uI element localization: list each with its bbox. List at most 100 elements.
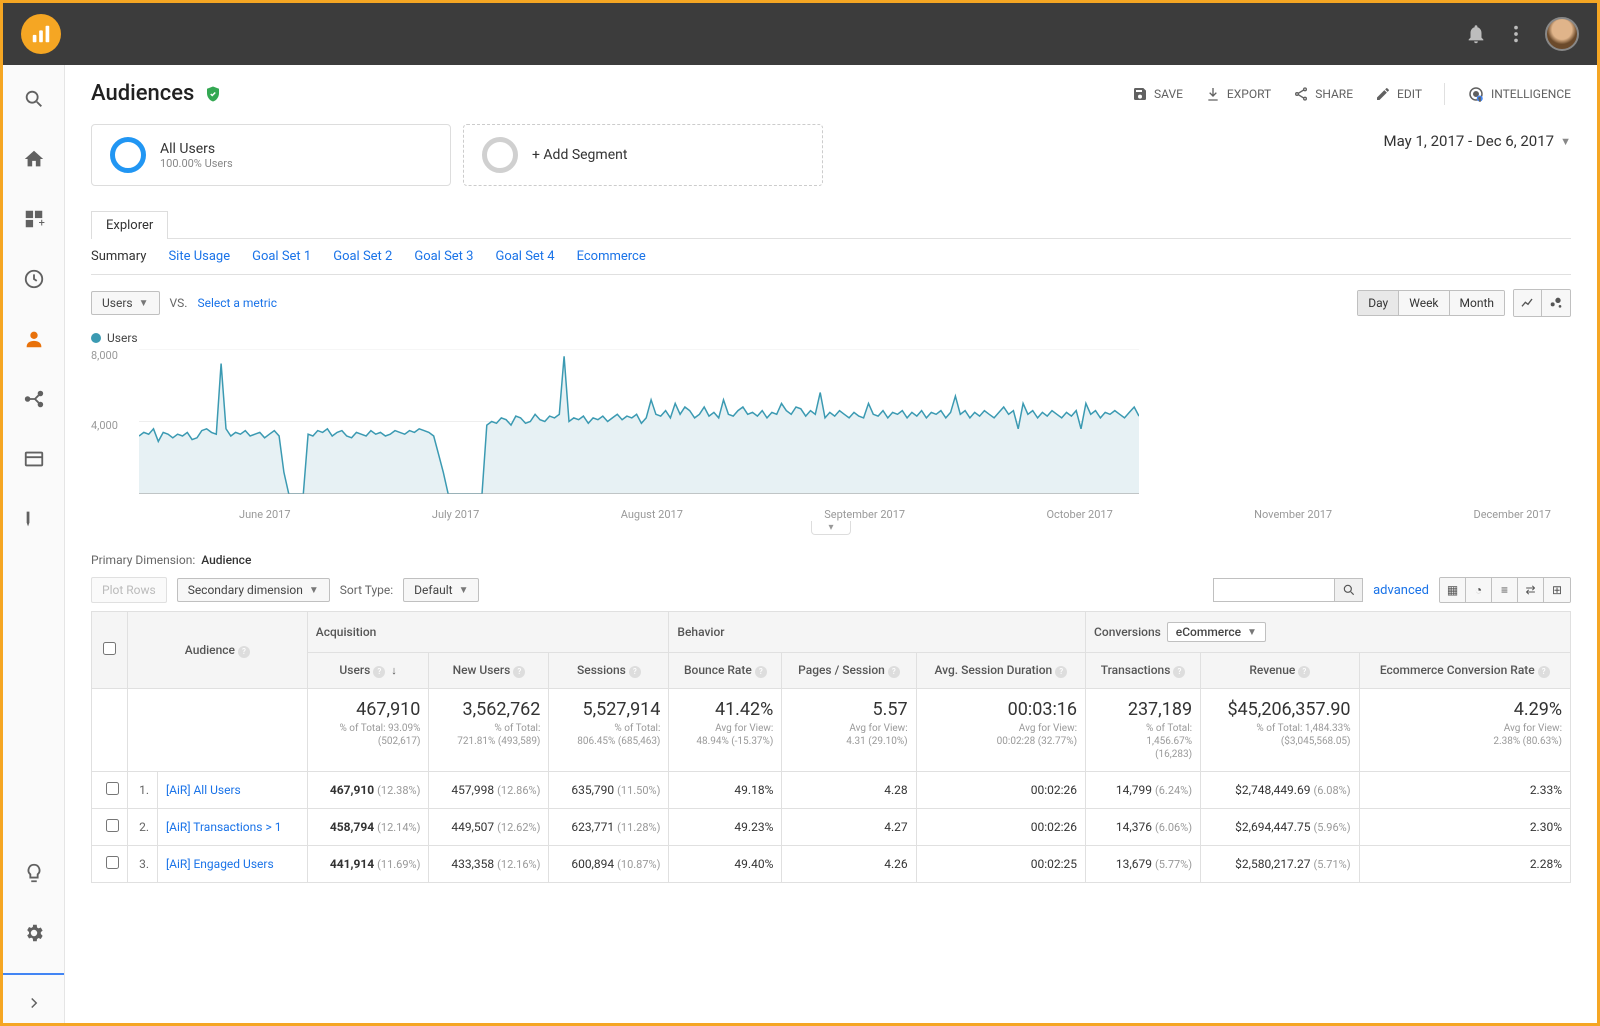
export-action[interactable]: EXPORT [1205, 86, 1271, 102]
chart-expand-handle[interactable]: ▾ [811, 521, 851, 535]
customization-icon[interactable]: + [14, 199, 54, 239]
bell-icon[interactable] [1465, 23, 1487, 45]
col-new-users[interactable]: New Users? [429, 653, 549, 689]
advanced-link[interactable]: advanced [1373, 583, 1429, 598]
segment-title: All Users [160, 141, 233, 157]
tab-explorer[interactable]: Explorer [91, 211, 168, 239]
view-pivot-icon[interactable]: ⊞ [1544, 578, 1570, 602]
row-index: 2. [128, 809, 158, 846]
motion-chart-icon[interactable] [1542, 290, 1570, 316]
chevron-down-icon: ▼ [1560, 135, 1571, 148]
subtab-site-usage[interactable]: Site Usage [168, 249, 230, 264]
table-search-input[interactable] [1214, 579, 1334, 601]
search-icon [1342, 583, 1356, 597]
view-table-icon[interactable]: ▦ [1440, 578, 1466, 602]
sort-type-dd[interactable]: Default▼ [403, 578, 479, 602]
group-conversions: Conversions eCommerce▼ [1086, 612, 1571, 653]
period-toggle: Day Week Month [1357, 290, 1505, 316]
data-table: Audience? Acquisition Behavior Conversio… [91, 611, 1571, 883]
table-row: 2.[AiR] Transactions > 1458,794 (12.14%)… [92, 809, 1571, 846]
save-action[interactable]: SAVE [1132, 86, 1183, 102]
col-users[interactable]: Users?↓ [307, 653, 429, 689]
col-ecr[interactable]: Ecommerce Conversion Rate? [1359, 653, 1570, 689]
intelligence-icon: 1 [1467, 85, 1485, 103]
audience-icon[interactable] [14, 319, 54, 359]
table-row: 3.[AiR] Engaged Users441,914 (11.69%)433… [92, 846, 1571, 883]
sort-type-label: Sort Type: [340, 583, 393, 597]
col-pps[interactable]: Pages / Session? [782, 653, 916, 689]
period-week[interactable]: Week [1399, 291, 1449, 315]
primary-metric-dd[interactable]: Users▼ [91, 291, 160, 315]
subtab-goal4[interactable]: Goal Set 4 [495, 249, 554, 264]
row-checkbox[interactable] [106, 856, 119, 869]
conversions-select[interactable]: eCommerce▼ [1167, 622, 1266, 642]
analytics-icon [30, 23, 52, 45]
main: Audiences SAVE EXPORT SHARE EDIT 1INTELL… [65, 65, 1597, 1023]
home-icon[interactable] [14, 139, 54, 179]
topbar [3, 3, 1597, 65]
chart: Users 8,000 4,000 June 2017July 2017Augu… [91, 331, 1571, 521]
select-all-checkbox[interactable] [103, 642, 116, 655]
admin-icon[interactable] [14, 913, 54, 953]
audience-link[interactable]: [AiR] All Users [166, 783, 241, 797]
chart-legend-label: Users [107, 331, 138, 345]
share-action[interactable]: SHARE [1293, 86, 1353, 102]
add-segment[interactable]: + Add Segment [463, 124, 823, 186]
search-icon[interactable] [14, 79, 54, 119]
row-checkbox[interactable] [106, 819, 119, 832]
intelligence-action[interactable]: 1INTELLIGENCE [1467, 85, 1571, 103]
period-month[interactable]: Month [1450, 291, 1504, 315]
realtime-icon[interactable] [14, 259, 54, 299]
kebab-icon[interactable] [1505, 23, 1527, 45]
group-behavior: Behavior [669, 612, 1086, 653]
y-axis-labels: 8,000 4,000 [91, 349, 118, 489]
segment-ring-icon [482, 137, 518, 173]
save-icon [1132, 86, 1148, 102]
table-search-button[interactable] [1334, 579, 1362, 601]
segment-ring-icon [110, 137, 146, 173]
date-range-picker[interactable]: May 1, 2017 - Dec 6, 2017 ▼ [1384, 124, 1571, 150]
edit-icon [1375, 86, 1391, 102]
col-asd[interactable]: Avg. Session Duration? [916, 653, 1085, 689]
chart-canvas [139, 349, 1139, 494]
subtab-goal3[interactable]: Goal Set 3 [414, 249, 473, 264]
col-audience[interactable]: Audience? [128, 612, 308, 689]
period-day[interactable]: Day [1358, 291, 1399, 315]
conversions-icon[interactable] [14, 499, 54, 539]
col-trans[interactable]: Transactions? [1086, 653, 1201, 689]
subtab-ecommerce[interactable]: Ecommerce [577, 249, 646, 264]
verified-shield-icon [204, 85, 222, 103]
segment-all-users[interactable]: All Users 100.00% Users [91, 124, 451, 186]
edit-action[interactable]: EDIT [1375, 86, 1422, 102]
svg-text:+: + [38, 216, 44, 229]
collapse-icon[interactable] [14, 983, 54, 1023]
audience-link[interactable]: [AiR] Engaged Users [166, 857, 274, 871]
page-title: Audiences [91, 81, 194, 106]
col-revenue[interactable]: Revenue? [1201, 653, 1359, 689]
select-metric-link[interactable]: Select a metric [197, 296, 277, 310]
view-comparison-icon[interactable]: ⇄ [1518, 578, 1544, 602]
audience-link[interactable]: [AiR] Transactions > 1 [166, 820, 281, 834]
acquisition-icon[interactable] [14, 379, 54, 419]
page-actions: SAVE EXPORT SHARE EDIT 1INTELLIGENCE [1132, 83, 1571, 105]
secondary-dimension-dd[interactable]: Secondary dimension▼ [177, 578, 330, 602]
x-axis-labels: June 2017July 2017August 2017September 2… [139, 508, 1571, 521]
export-icon [1205, 86, 1221, 102]
row-checkbox[interactable] [106, 782, 119, 795]
table-search [1213, 578, 1363, 602]
behavior-icon[interactable] [14, 439, 54, 479]
col-bounce[interactable]: Bounce Rate? [669, 653, 782, 689]
table-row: 1.[AiR] All Users467,910 (12.38%)457,998… [92, 772, 1571, 809]
col-sessions[interactable]: Sessions? [549, 653, 669, 689]
line-chart-icon[interactable] [1514, 290, 1542, 316]
subtab-summary[interactable]: Summary [91, 249, 146, 264]
view-pie-icon[interactable]: ◔ [1466, 578, 1492, 602]
plot-rows-button: Plot Rows [91, 577, 167, 603]
view-performance-icon[interactable]: ≡ [1492, 578, 1518, 602]
subtab-goal1[interactable]: Goal Set 1 [252, 249, 311, 264]
avatar[interactable] [1545, 17, 1579, 51]
ga-logo[interactable] [21, 14, 61, 54]
discover-icon[interactable] [14, 853, 54, 893]
subtab-goal2[interactable]: Goal Set 2 [333, 249, 392, 264]
legend-dot-icon [91, 333, 101, 343]
